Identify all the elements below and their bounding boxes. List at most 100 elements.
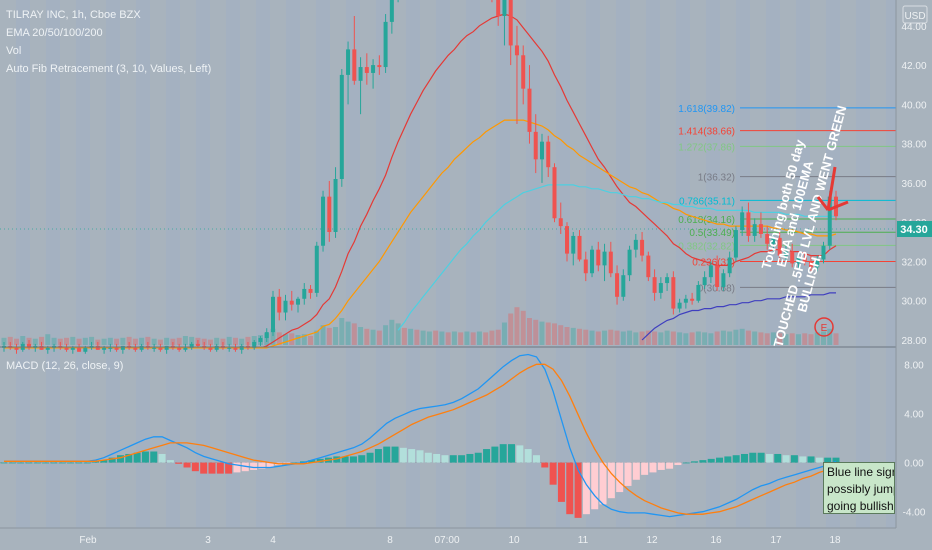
volume-bar [652,331,658,345]
text-note[interactable]: Blue line sigr possibly jump going bulli… [823,462,895,514]
candle-body [158,347,163,350]
session-band [766,0,780,528]
candle-body [183,347,188,350]
volume-bar [495,329,501,345]
candle-body [208,347,213,350]
macd-histogram-bar [75,462,83,464]
session-band [796,0,810,528]
candle-body [615,273,620,297]
candle-body [539,141,544,160]
volume-bar [758,332,764,345]
volume-bar [476,331,482,345]
macd-histogram-bar [408,449,416,463]
candle-body [665,277,670,284]
candle-body [120,345,125,350]
volume-bar [633,332,639,345]
candle-body [64,347,69,350]
volume-bar [414,329,420,345]
legend-ema[interactable]: EMA 20/50/100/200 [6,27,103,39]
volume-bar [101,338,107,345]
volume-bar [314,330,320,345]
macd-histogram-bar [607,462,615,499]
legend-symbol[interactable]: TILRAY INC, 1h, Cboe BZX [6,9,141,21]
session-band [316,0,330,528]
candle-body [796,257,801,264]
legend-macd[interactable]: MACD (12, 26, close, 9) [6,360,123,372]
session-band [346,0,360,528]
time-axis[interactable]: Feb 3 4 8 07:00 10 11 12 16 17 18 [79,535,841,546]
fib-level-label: 0.236(32) [692,257,735,268]
candle-body [827,196,832,246]
last-price-tag: 34.30 [897,221,932,237]
volume-bar [433,330,439,345]
volume-bar [232,337,238,345]
time-tick-label: 18 [829,535,841,546]
earnings-marker[interactable]: E [814,317,834,337]
session-band [526,0,540,528]
macd-histogram-bar [25,462,33,464]
volume-bar [107,337,113,345]
price-tick-label: 30.00 [901,297,926,308]
candlesticks[interactable] [2,0,838,354]
session-band [556,0,570,528]
candle-body [727,257,732,274]
candle-body [214,345,219,350]
macd-histogram-bar [532,455,540,463]
macd-histogram-bar [624,462,632,486]
volume-bar [802,333,808,345]
session-band [496,0,510,528]
volume-bar [395,323,401,345]
macd-histogram-bar [150,451,158,463]
price-tick-label: 28.00 [901,336,926,347]
macd-histogram-bar [383,446,391,463]
price-axis-bg[interactable] [896,0,932,550]
candle-body [514,45,519,56]
candle-body [327,196,332,232]
volume-bar [833,333,839,345]
time-tick-label: 3 [205,535,211,546]
candle-body [45,347,50,350]
volume-bar [677,332,683,345]
volume-bar [489,330,495,345]
candle-body [502,0,507,17]
macd-histogram-bar [499,444,507,463]
volume-bar [739,328,745,345]
macd-tick-label: 8.00 [904,360,924,371]
session-band [466,0,480,528]
candle-body [621,275,626,297]
legend-fib[interactable]: Auto Fib Retracement (3, 10, Values, Lef… [6,63,211,75]
macd-axis[interactable]: 8.00 4.00 0.00 -4.00 [903,360,926,518]
note-line-3: going bullish [827,499,894,513]
volume-bar [64,337,70,345]
volume-bar [577,328,583,345]
macd-histogram-bar [516,445,524,463]
candle-body [627,249,632,276]
macd-histogram-bar [574,462,582,518]
legend-vol[interactable]: Vol [6,45,21,57]
volume-bar [752,331,758,345]
macd-histogram-bar [641,462,649,475]
macd-histogram-bar [366,452,374,463]
macd-histogram-bar [358,455,366,463]
volume-bar [401,327,407,345]
currency-badge[interactable] [902,5,928,24]
candle-body [527,88,532,132]
volume-bar [520,310,526,345]
earnings-circle-icon [814,317,834,337]
macd-tick-label: 4.00 [904,409,924,420]
fib-level-label: 0.786(35.11) [679,196,735,207]
candle-body [277,296,282,313]
macd-histogram-bar [483,449,491,463]
macd-histogram-bar [58,462,66,464]
session-band [286,0,300,528]
candle-body [77,347,82,352]
time-axis-bg[interactable] [0,528,932,550]
macd-histogram-bar [549,462,557,485]
candle-body [252,341,257,348]
candle-body [239,345,244,350]
price-axis[interactable]: 44.0042.0040.0038.0036.0034.0032.0030.00… [901,22,926,347]
candle-body [558,218,563,227]
session-band [76,0,90,528]
macd-pane [0,353,896,518]
